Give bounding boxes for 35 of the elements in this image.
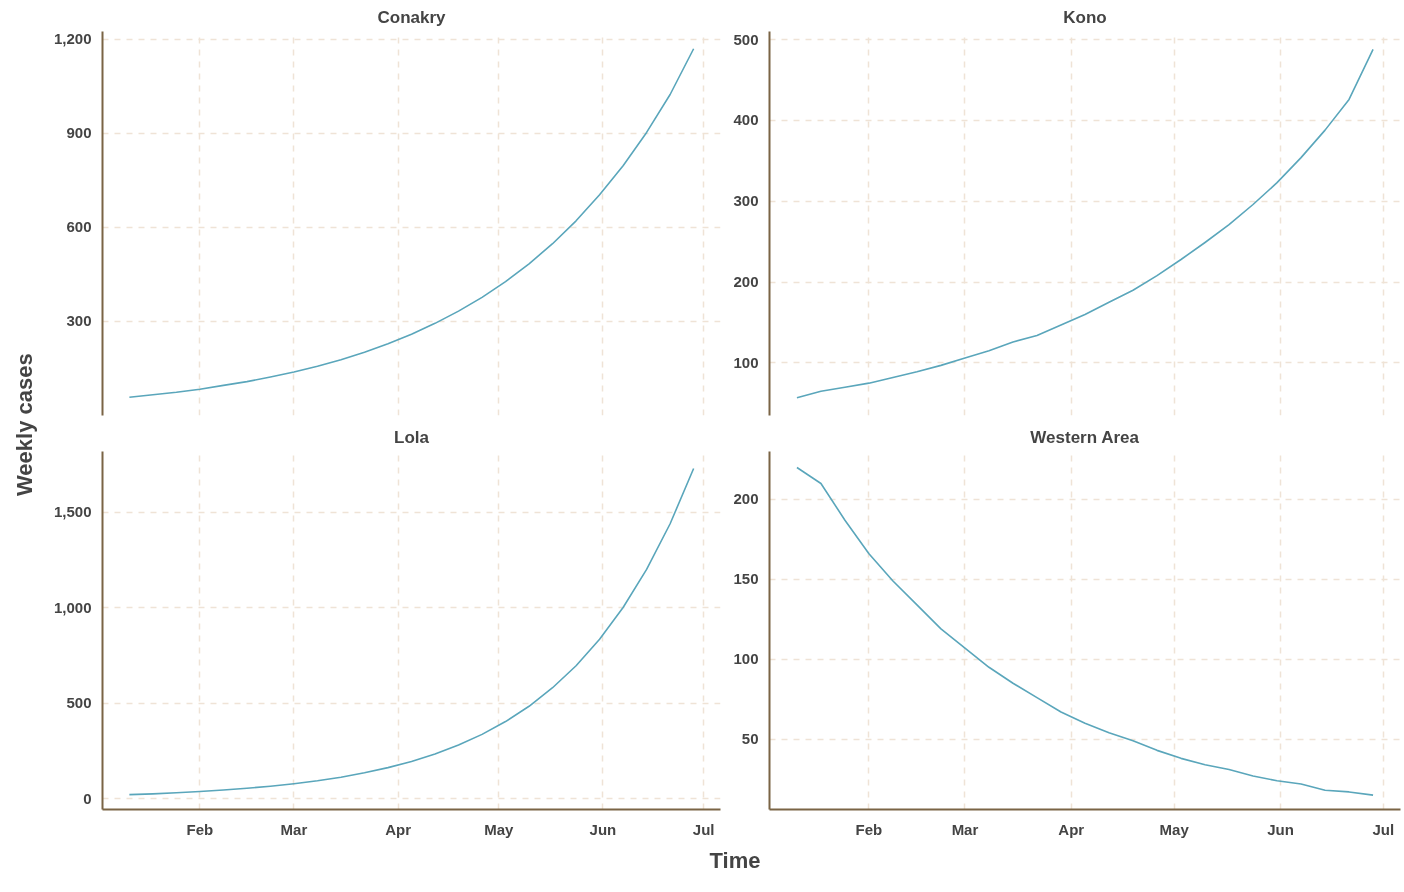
x-tick-label: Mar [951,820,979,838]
y-tick-label: 100 [733,650,759,668]
x-tick-label: Apr [1058,820,1085,838]
y-tick-label: 500 [733,30,759,48]
x-tick-label: Apr [385,820,412,838]
x-tick-label: Feb [855,820,883,838]
y-tick-label: 50 [741,730,759,748]
y-tick-label: 1,200 [53,30,92,48]
x-tick-label: Jul [1372,820,1395,838]
x-tick-label: Feb [186,820,214,838]
chart-title: Lola [394,427,430,447]
chart-title: Kono [1063,7,1107,27]
x-tick-label: Jun [589,820,617,838]
y-axis-title: Weekly cases [11,353,39,497]
chart-title: Western Area [1030,427,1140,447]
x-tick-label: Mar [280,820,308,838]
y-tick-label: 300 [733,192,759,210]
y-tick-label: 0 [83,789,92,807]
x-axis-title: Time [709,847,761,875]
y-tick-label: 150 [733,570,759,588]
y-tick-label: 900 [66,124,92,142]
y-tick-label: 1,500 [53,503,92,521]
y-tick-label: 1,000 [53,598,92,616]
y-tick-label: 300 [66,312,92,330]
y-tick-label: 600 [66,218,92,236]
y-tick-label: 500 [66,694,92,712]
chart-title: Conakry [377,7,447,27]
x-tick-label: May [1159,820,1190,838]
y-tick-label: 400 [733,111,759,129]
x-tick-label: May [484,820,515,838]
y-tick-label: 200 [733,273,759,291]
y-tick-label: 100 [733,353,759,371]
y-tick-label: 200 [733,490,759,508]
x-tick-label: Jun [1267,820,1294,838]
x-tick-label: Jul [692,820,715,838]
